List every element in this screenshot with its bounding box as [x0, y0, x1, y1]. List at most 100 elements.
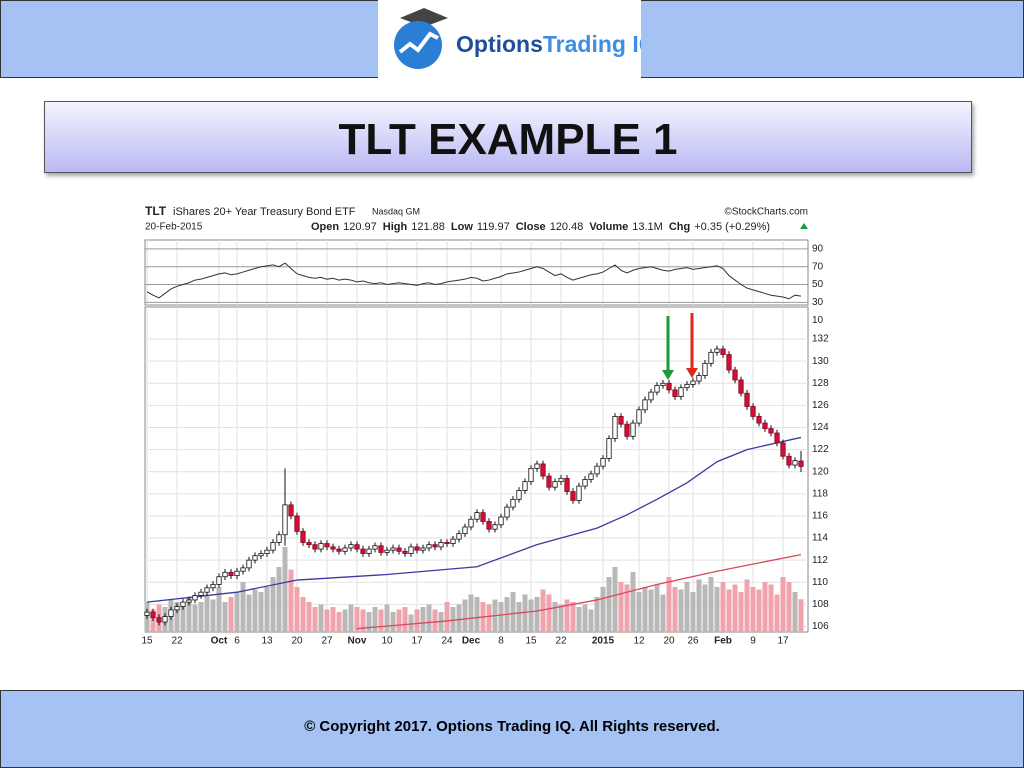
candle-body — [516, 490, 522, 500]
candle-body — [558, 477, 564, 483]
volume-bar — [342, 609, 348, 632]
volume-bar — [396, 609, 402, 632]
date: 20-Feb-2015 — [145, 222, 203, 233]
candle-body — [408, 546, 414, 554]
volume-bar — [216, 587, 222, 632]
candle-body — [252, 555, 258, 561]
candle-body — [678, 387, 684, 397]
volume-bar — [324, 609, 330, 632]
candle-body — [474, 512, 480, 520]
candle-body — [162, 616, 168, 623]
x-tick-label: 26 — [687, 636, 699, 647]
candle-body — [708, 351, 714, 364]
slide-title: TLT EXAMPLE 1 — [338, 115, 678, 164]
stat-label: Close — [516, 221, 546, 233]
volume-bar — [426, 604, 432, 632]
stat-label: Low — [451, 221, 473, 233]
candle-body — [444, 542, 450, 544]
candle-body — [642, 399, 648, 411]
volume-bar — [420, 607, 426, 632]
candle-body — [480, 512, 486, 522]
volume-bar — [336, 612, 342, 632]
candle-body — [576, 485, 582, 501]
volume-bar — [600, 587, 606, 632]
logo-text: OptionsTrading IQ — [456, 31, 641, 57]
y-tick-label: 70 — [812, 261, 824, 272]
stat-value: 121.88 — [411, 221, 445, 233]
volume-bar — [588, 609, 594, 632]
volume-bar — [264, 587, 270, 632]
candle-body — [696, 375, 702, 382]
candle-body — [378, 545, 384, 553]
candle-body — [216, 576, 222, 585]
volume-bar — [312, 607, 318, 632]
volume-bar — [726, 589, 732, 632]
candle-body — [402, 550, 408, 554]
volume-bar — [534, 597, 540, 632]
volume-bar — [234, 592, 240, 632]
candle-body — [246, 559, 252, 569]
volume-bar — [528, 599, 534, 632]
volume-bar — [714, 587, 720, 632]
volume-bar — [462, 599, 468, 632]
candle-body — [330, 546, 336, 550]
volume-bar — [756, 589, 762, 632]
candle-body — [702, 362, 708, 376]
stat-label: Chg — [669, 221, 690, 233]
arrow-head — [662, 370, 674, 380]
volume-bar — [642, 587, 648, 632]
y-tick-label: 124 — [812, 422, 829, 433]
volume-bar — [690, 592, 696, 632]
x-tick-label: 15 — [141, 636, 153, 647]
y-tick-label: 50 — [812, 279, 824, 290]
y-tick-label: 122 — [812, 444, 829, 455]
candle-body — [390, 547, 396, 551]
candle-body — [288, 504, 294, 517]
candle-body — [732, 369, 738, 381]
candle-body — [498, 516, 504, 526]
volume-bar — [390, 612, 396, 632]
volume-bar — [198, 602, 204, 632]
y-tick-label: 126 — [812, 400, 829, 411]
candle-body — [672, 389, 678, 397]
volume-bar — [468, 594, 474, 632]
volume-bar — [414, 609, 420, 632]
y-tick-label: 110 — [812, 577, 828, 588]
volume-bar — [354, 607, 360, 632]
volume-bar — [318, 604, 324, 632]
volume-bar — [330, 607, 336, 632]
stat-value: +0.35 (+0.29%) — [694, 221, 770, 233]
volume-bar — [486, 604, 492, 632]
volume-bar — [618, 582, 624, 632]
volume-bar — [300, 597, 306, 632]
volume-bar — [240, 582, 246, 632]
candle-body — [270, 542, 276, 551]
y-tick-label: 132 — [812, 334, 829, 345]
volume-bar — [510, 592, 516, 632]
y-tick-label: 10 — [812, 315, 824, 326]
candle-body — [234, 570, 240, 577]
x-tick-label: 15 — [525, 636, 537, 647]
volume-bar — [684, 582, 690, 632]
logo-line — [398, 31, 439, 54]
volume-bar — [702, 584, 708, 632]
candle-body — [486, 521, 492, 530]
candle-body — [426, 544, 432, 549]
candle-body — [564, 477, 570, 493]
candle-body — [606, 438, 612, 459]
logo: OptionsTrading IQ — [378, 0, 657, 78]
candle-body — [624, 423, 630, 437]
candle-body — [186, 599, 192, 603]
candle-body — [324, 543, 330, 548]
volume-bar — [384, 604, 390, 632]
volume-bar — [696, 579, 702, 632]
volume-bar — [570, 602, 576, 632]
volume-bar — [666, 577, 672, 632]
volume-bar — [672, 587, 678, 632]
candle-body — [780, 442, 786, 457]
volume-bar — [654, 584, 660, 632]
candle-body — [756, 416, 762, 424]
stats: Open 120.97 High 121.88 Low 119.97 Close 120.48… — [311, 221, 770, 233]
symbol: TLT — [145, 204, 167, 218]
volume-bar — [786, 582, 792, 632]
